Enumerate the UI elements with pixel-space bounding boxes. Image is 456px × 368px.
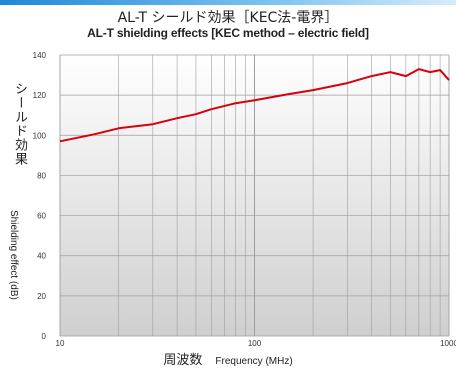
y-tick-label: 140 — [33, 51, 47, 60]
x-tick-label: 10 — [56, 339, 65, 348]
x-axis-label-en: Frequency (MHz) — [215, 356, 293, 367]
x-axis-label: 周波数 Frequency (MHz) — [0, 349, 456, 368]
series-lines — [59, 68, 450, 143]
y-tick-label: 40 — [37, 252, 46, 261]
y-axis-label-en: Shielding effect (dB) — [8, 210, 19, 300]
accent-bar — [0, 0, 456, 5]
y-tick-label: 100 — [33, 131, 47, 140]
x-tick-label: 1000 — [440, 339, 456, 348]
grid-lines — [59, 54, 450, 337]
x-axis-label-jp: 周波数 — [163, 353, 203, 368]
chart-subtitle: AL-T shielding effects [KEC method – ele… — [87, 26, 369, 40]
y-tick-label: 120 — [33, 91, 47, 100]
y-axis-label-jp: シールド効果 — [12, 82, 27, 166]
x-tick-label: 100 — [248, 339, 262, 348]
series-line — [59, 68, 450, 143]
y-tick-label: 80 — [37, 171, 46, 180]
y-tick-label: 20 — [37, 292, 46, 301]
tick-labels: 0 20 40 60 80 100 120 140 10 100 1000 — [33, 51, 456, 348]
chart-title: AL-T シールド効果［KEC法-電界］ — [117, 10, 339, 26]
y-tick-label: 0 — [42, 332, 47, 341]
y-tick-label: 60 — [37, 212, 46, 221]
